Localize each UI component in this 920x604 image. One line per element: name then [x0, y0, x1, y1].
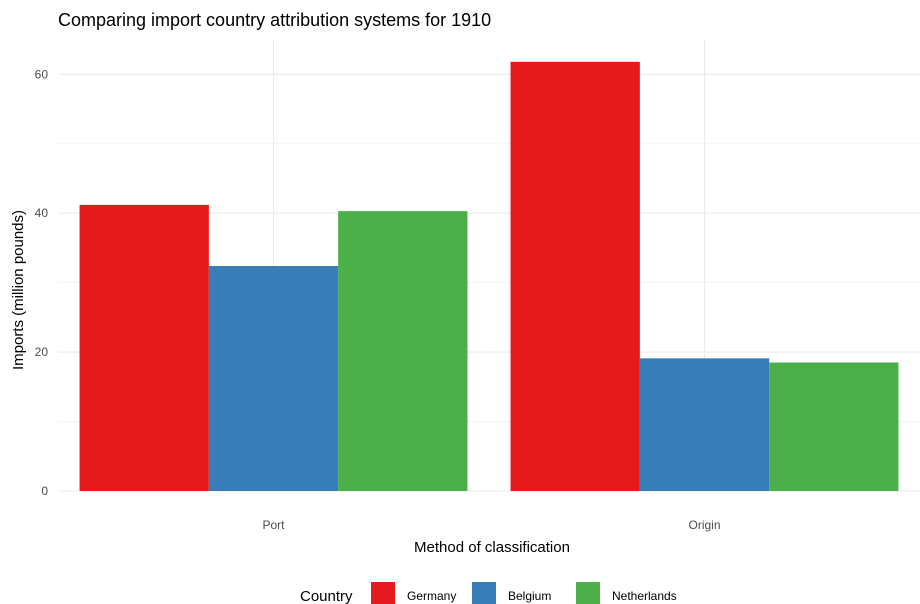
bar	[338, 211, 468, 491]
x-axis-ticks: Port Origin	[262, 518, 720, 532]
y-axis-title: Imports (million pounds)	[10, 210, 27, 370]
bar	[510, 61, 640, 491]
x-axis-title: Method of classification	[414, 539, 570, 556]
y-tick-label: 20	[35, 345, 49, 359]
chart-title: Comparing import country attribution sys…	[58, 10, 491, 30]
y-tick-label: 60	[35, 67, 49, 81]
legend-key	[371, 582, 395, 604]
y-axis-ticks: 0 20 40 60	[35, 67, 49, 498]
legend: Country Germany Belgium Netherlands	[300, 582, 677, 604]
bar	[639, 358, 770, 491]
legend-label: Germany	[407, 589, 456, 603]
legend-label: Netherlands	[612, 589, 677, 603]
legend-title: Country	[300, 588, 353, 604]
x-tick-label: Port	[262, 518, 285, 532]
legend-key	[576, 582, 600, 604]
bar	[208, 265, 339, 491]
legend-label: Belgium	[508, 589, 551, 603]
bar	[79, 204, 209, 491]
bar	[769, 362, 899, 491]
x-tick-label: Origin	[688, 518, 720, 532]
legend-key	[472, 582, 496, 604]
y-tick-label: 40	[35, 206, 49, 220]
bars	[79, 61, 899, 491]
y-tick-label: 0	[41, 484, 48, 498]
